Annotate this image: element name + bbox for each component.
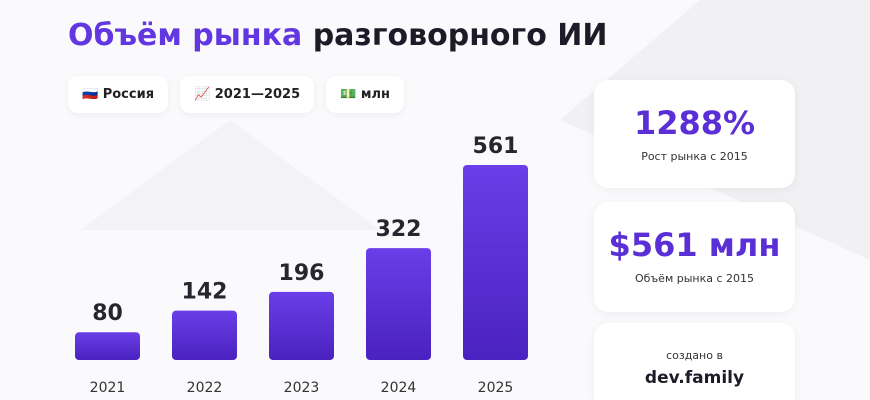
value-label: 142 xyxy=(182,280,228,305)
credit-text: создано в xyxy=(666,349,723,362)
x-tick-label: 2025 xyxy=(478,380,514,396)
bar xyxy=(269,291,334,360)
x-tick-label: 2021 xyxy=(90,380,126,396)
value-label: 196 xyxy=(279,261,325,286)
credit-brand[interactable]: dev.family xyxy=(644,368,745,388)
x-tick-label: 2022 xyxy=(187,380,223,396)
filter-chip[interactable]: 💵 млн xyxy=(326,76,404,113)
bar xyxy=(463,165,528,360)
stat-card: $561 млн Объём рынка с 2015 xyxy=(594,202,795,312)
title-highlight: Объём рынка xyxy=(68,18,303,53)
filter-chip[interactable]: 🇷🇺 Россия xyxy=(68,76,169,113)
x-tick-label: 2023 xyxy=(284,380,320,396)
credit-card: создано в dev.family xyxy=(594,323,795,400)
stat-label: Объём рынка с 2015 xyxy=(634,272,755,285)
value-label: 80 xyxy=(92,301,123,326)
filter-chip[interactable]: 📈 2021—2025 xyxy=(180,76,315,113)
stat-value: 1288% xyxy=(633,104,756,142)
stat-card: 1288% Рост рынка с 2015 xyxy=(594,80,795,188)
title: Объём рынка разговорного ИИ xyxy=(68,18,608,53)
bar xyxy=(366,248,431,360)
stat-value: $561 млн xyxy=(608,226,781,264)
value-label: 322 xyxy=(376,217,422,242)
stat-label: Рост рынка с 2015 xyxy=(641,150,748,163)
x-tick-label: 2024 xyxy=(381,380,417,396)
value-label: 561 xyxy=(473,134,519,159)
chart: 80 2021 142 2022 196 2023 322 2024 561 2025 xyxy=(75,134,528,396)
bar xyxy=(75,332,140,360)
bar xyxy=(172,310,237,360)
filters: 🇷🇺 Россия 📈 2021—2025 💵 млн xyxy=(68,76,404,113)
title-rest: разговорного ИИ xyxy=(312,18,608,53)
